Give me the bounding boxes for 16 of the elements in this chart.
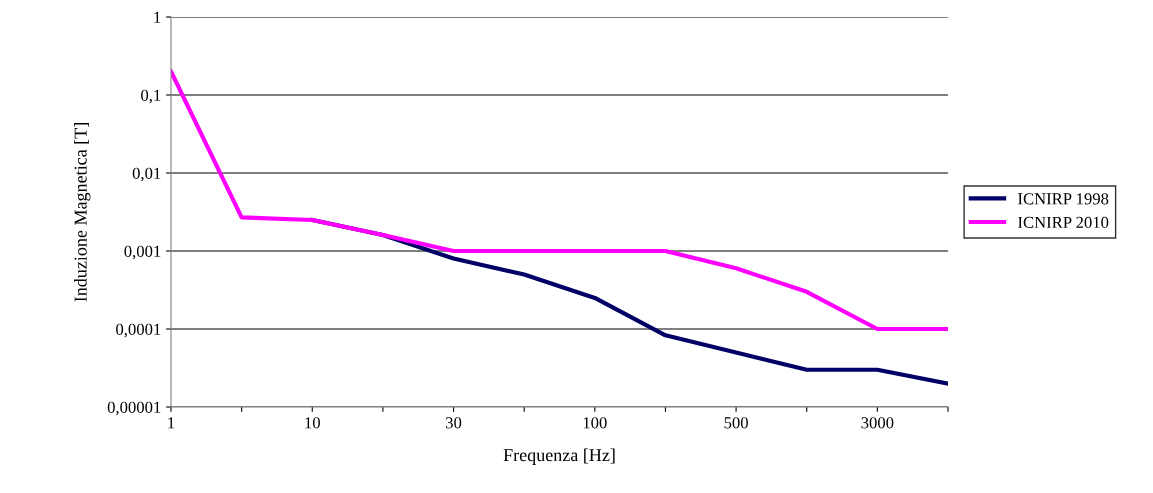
- y-tick-label: 1: [154, 11, 161, 23]
- legend-label: ICNIRP 1998: [1018, 193, 1109, 205]
- x-tick-label: 1: [168, 417, 175, 429]
- y-tick-label: 0,00001: [107, 401, 161, 416]
- y-axis-title: Induzione Magnetica [T]: [74, 123, 91, 302]
- y-tick-label: 0,1: [141, 89, 161, 104]
- x-tick-label: 10: [305, 417, 320, 429]
- x-axis-title: Frequenza [Hz]: [503, 448, 615, 465]
- x-tick-label: 500: [724, 417, 748, 429]
- y-tick-label: 0,001: [124, 245, 161, 260]
- y-tick-label: 0,01: [132, 167, 161, 182]
- legend-label: ICNIRP 2010: [1018, 216, 1109, 228]
- x-tick-label: 3000: [861, 417, 894, 429]
- x-tick-label: 30: [446, 417, 462, 429]
- x-tick-label: 100: [583, 417, 607, 429]
- y-tick-label: 0,0001: [116, 323, 161, 338]
